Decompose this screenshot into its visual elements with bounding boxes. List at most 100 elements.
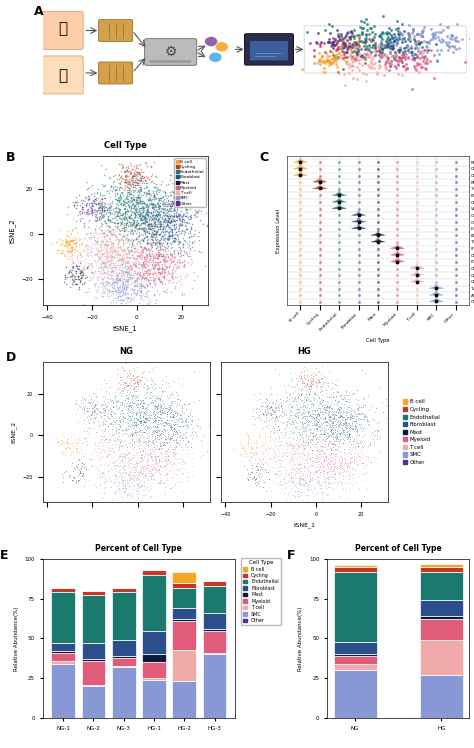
Point (266, 473, 274, 485)
Point (288, 399, 295, 411)
Point (179, 213, 187, 225)
Point (119, 224, 127, 236)
Point (126, 168, 134, 180)
Point (111, 487, 119, 499)
Point (362, 37, 369, 49)
Point (93, 286, 101, 298)
Point (106, 263, 114, 275)
Point (133, 254, 140, 266)
Point (348, 468, 356, 480)
Point (379, 26, 386, 38)
Point (274, 434, 282, 446)
Point (128, 225, 136, 237)
Point (129, 370, 137, 381)
Point (377, 52, 384, 64)
Point (283, 450, 291, 462)
Point (273, 401, 280, 413)
Point (116, 198, 124, 210)
Point (330, 472, 337, 484)
Point (299, 418, 306, 430)
Point (135, 423, 143, 435)
Point (319, 433, 327, 445)
Point (151, 378, 158, 390)
Point (112, 484, 120, 496)
Point (231, 435, 238, 447)
Point (413, 28, 420, 40)
Point (158, 407, 166, 419)
Point (70, 276, 77, 288)
Point (371, 57, 378, 69)
Point (378, 33, 386, 45)
Point (136, 479, 144, 491)
Point (272, 411, 279, 423)
Point (108, 408, 115, 420)
Point (76, 467, 84, 479)
Point (404, 33, 411, 45)
Point (282, 446, 290, 458)
Point (168, 443, 175, 455)
Point (287, 439, 295, 451)
Point (155, 426, 163, 438)
Point (113, 286, 120, 298)
Point (114, 270, 121, 282)
Point (175, 260, 183, 272)
Point (100, 417, 107, 429)
Point (164, 266, 172, 278)
Point (335, 28, 342, 40)
Point (361, 33, 368, 45)
Point (364, 41, 372, 53)
Point (310, 462, 318, 473)
Point (145, 248, 153, 260)
Point (142, 200, 150, 212)
Point (144, 474, 151, 486)
Point (155, 456, 163, 468)
Point (370, 63, 377, 75)
Point (118, 398, 125, 410)
Point (161, 266, 169, 278)
Point (163, 224, 171, 236)
Point (126, 440, 134, 452)
Point (90, 231, 98, 243)
Point (342, 456, 350, 468)
Point (353, 408, 360, 420)
Point (139, 235, 146, 247)
Point (164, 468, 172, 480)
Point (166, 482, 173, 494)
Point (323, 390, 331, 402)
Point (336, 183, 343, 194)
Point (118, 435, 125, 447)
Point (323, 478, 330, 490)
Point (289, 416, 296, 428)
Point (124, 182, 132, 194)
Point (339, 414, 346, 426)
Point (101, 215, 109, 227)
Point (189, 282, 196, 294)
Point (361, 428, 369, 440)
Point (136, 415, 144, 427)
Point (321, 402, 328, 414)
Point (146, 187, 153, 199)
Point (163, 214, 170, 226)
Point (304, 483, 311, 495)
Point (83, 240, 91, 252)
Point (259, 474, 267, 486)
Point (114, 460, 122, 472)
Point (276, 461, 283, 473)
Point (175, 438, 183, 450)
Point (160, 193, 167, 205)
Point (282, 384, 289, 396)
Point (349, 61, 357, 73)
Point (133, 215, 140, 227)
Point (92, 248, 100, 260)
Point (109, 238, 116, 250)
Point (145, 263, 153, 275)
Point (272, 426, 279, 438)
Point (281, 482, 288, 494)
Point (281, 486, 288, 498)
Point (327, 421, 335, 433)
Point (166, 439, 174, 451)
Point (136, 405, 143, 417)
Point (129, 177, 137, 188)
Point (124, 261, 132, 273)
Point (147, 452, 155, 464)
